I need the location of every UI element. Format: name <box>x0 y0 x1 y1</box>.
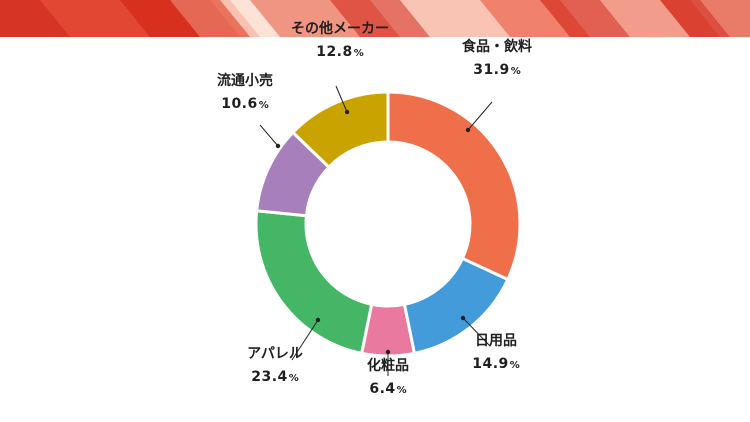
donut-slices <box>254 90 522 358</box>
slice-value: 14.9 <box>472 356 509 372</box>
leader-line <box>467 101 493 131</box>
header-banner <box>0 0 750 37</box>
banner-stripe <box>330 0 430 37</box>
percent-sign: % <box>353 48 364 59</box>
slice-label-cosmetics: 化粧品 6.4% <box>367 356 409 401</box>
leader-line <box>291 319 319 361</box>
slice-name: 日用品 <box>474 333 517 349</box>
donut-slice <box>254 209 374 356</box>
percent-sign: % <box>258 100 269 111</box>
slice-name: 流通小売 <box>217 73 273 89</box>
slice-name: 化粧品 <box>367 358 409 374</box>
slice-name: 食品・飲料 <box>462 39 532 55</box>
leader-dot <box>465 127 471 133</box>
banner-stripes <box>0 0 750 37</box>
banner-stripe <box>700 0 750 37</box>
percent-sign: % <box>288 373 299 384</box>
leader-dot <box>344 109 350 115</box>
donut-slice <box>290 90 390 170</box>
leader-dot <box>460 315 466 321</box>
slice-label-food: 食品・飲料 31.9% <box>462 37 532 82</box>
slice-value: 10.6 <box>221 96 258 112</box>
slice-label-other-makers: その他メーカー 12.8% <box>291 19 389 64</box>
percent-sign: % <box>510 66 521 77</box>
slice-value: 23.4 <box>251 369 288 385</box>
leader-dot <box>385 349 391 355</box>
slice-label-daily-goods: 日用品 14.9% <box>472 331 520 376</box>
leader-line <box>259 124 279 147</box>
slice-value: 31.9 <box>473 62 510 78</box>
percent-sign: % <box>509 360 520 371</box>
leader-dot <box>275 143 281 149</box>
banner-stripe <box>170 0 260 37</box>
slice-label-retail: 流通小売 10.6% <box>217 71 273 116</box>
leader-lines <box>259 85 493 376</box>
percent-sign: % <box>396 385 407 396</box>
slice-label-apparel: アパレル 23.4% <box>247 344 303 389</box>
slice-value: 6.4 <box>369 381 396 397</box>
leader-dot <box>315 317 321 323</box>
slice-name: その他メーカー <box>291 21 389 37</box>
leader-line <box>462 317 491 347</box>
slice-name: アパレル <box>247 346 303 362</box>
slice-value: 12.8 <box>316 44 353 60</box>
donut-slice <box>386 90 522 282</box>
leader-line <box>335 85 348 113</box>
